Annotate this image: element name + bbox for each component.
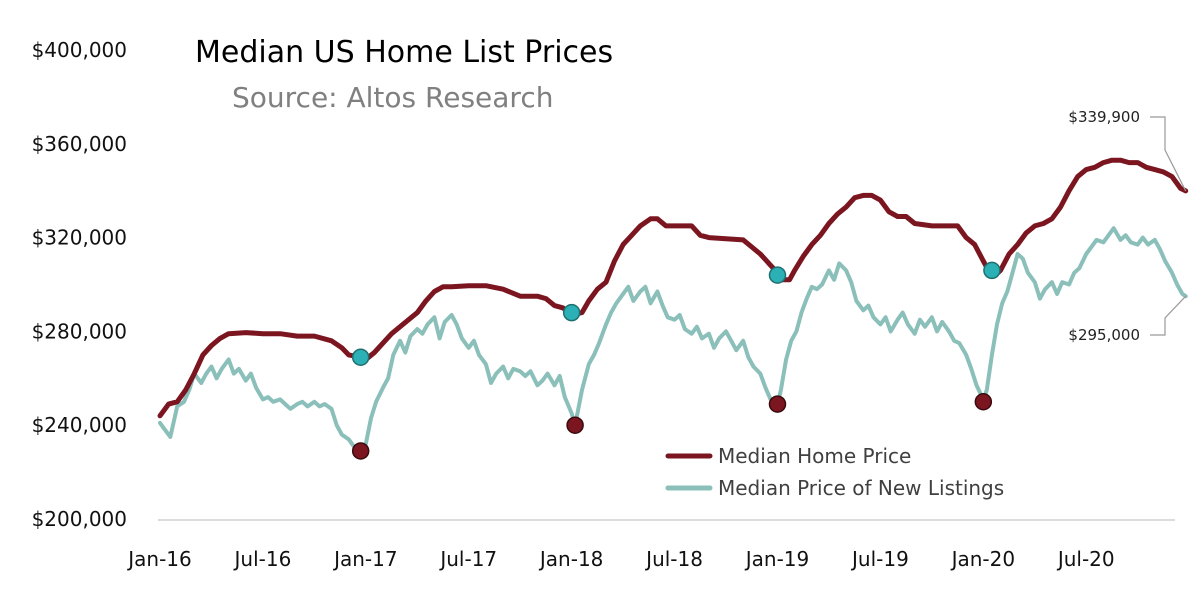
y-tick-label: $400,000	[32, 38, 127, 62]
x-tick-label: Jul-20	[1056, 547, 1115, 571]
chart-title: Median US Home List Prices	[195, 35, 613, 70]
chart-subtitle: Source: Altos Research	[232, 81, 553, 114]
y-tick-label: $280,000	[32, 319, 127, 343]
new-listings-low-marker	[974, 393, 993, 411]
callout-leader-home-price	[1150, 116, 1187, 192]
x-tick-label: Jan-19	[744, 547, 810, 571]
y-tick-label: $200,000	[32, 507, 127, 531]
y-tick-label: $360,000	[32, 132, 127, 156]
callout-label-home-price: $339,900	[1068, 108, 1140, 126]
new-listings-low-marker	[768, 395, 787, 413]
callout-annotations: $339,900 $295,000	[1068, 108, 1187, 344]
legend-label-new-listings: Median Price of New Listings	[718, 476, 1004, 500]
series-line-median-home-price	[157, 157, 1189, 419]
x-tick-label: Jul-19	[850, 547, 909, 571]
x-axis-ticks: Jan-16 Jul-16 Jan-17 Jul-17 Jan-18 Jul-18 Jan-…	[126, 547, 1114, 571]
new-listings-low-marker	[351, 442, 370, 460]
x-tick-label: Jan-20	[950, 547, 1016, 571]
x-tick-label: Jul-17	[438, 547, 497, 571]
data-markers	[351, 261, 1001, 460]
y-axis-ticks: $200,000 $240,000 $280,000 $320,000 $360,000…	[32, 38, 127, 531]
y-tick-label: $240,000	[32, 413, 127, 437]
x-tick-label: Jul-16	[233, 547, 292, 571]
home-price-trough-marker	[351, 348, 370, 366]
legend: Median Home Price Median Price of New Li…	[665, 444, 1004, 500]
callout-label-new-listings: $295,000	[1068, 326, 1140, 344]
new-listings-low-marker	[566, 416, 584, 434]
home-price-trough-marker	[768, 266, 787, 284]
x-tick-label: Jan-16	[126, 547, 192, 571]
home-price-trough-marker	[983, 261, 1001, 280]
x-tick-label: Jan-18	[538, 547, 604, 571]
x-tick-label: Jul-18	[644, 547, 703, 571]
series-line-new-listings	[158, 226, 1188, 453]
legend-label-median-home-price: Median Home Price	[718, 444, 911, 468]
series-lines	[157, 157, 1189, 453]
x-tick-label: Jan-17	[332, 547, 398, 571]
callout-leader-new-listings	[1150, 295, 1187, 336]
home-price-trough-marker	[562, 303, 581, 322]
y-tick-label: $320,000	[32, 226, 127, 250]
